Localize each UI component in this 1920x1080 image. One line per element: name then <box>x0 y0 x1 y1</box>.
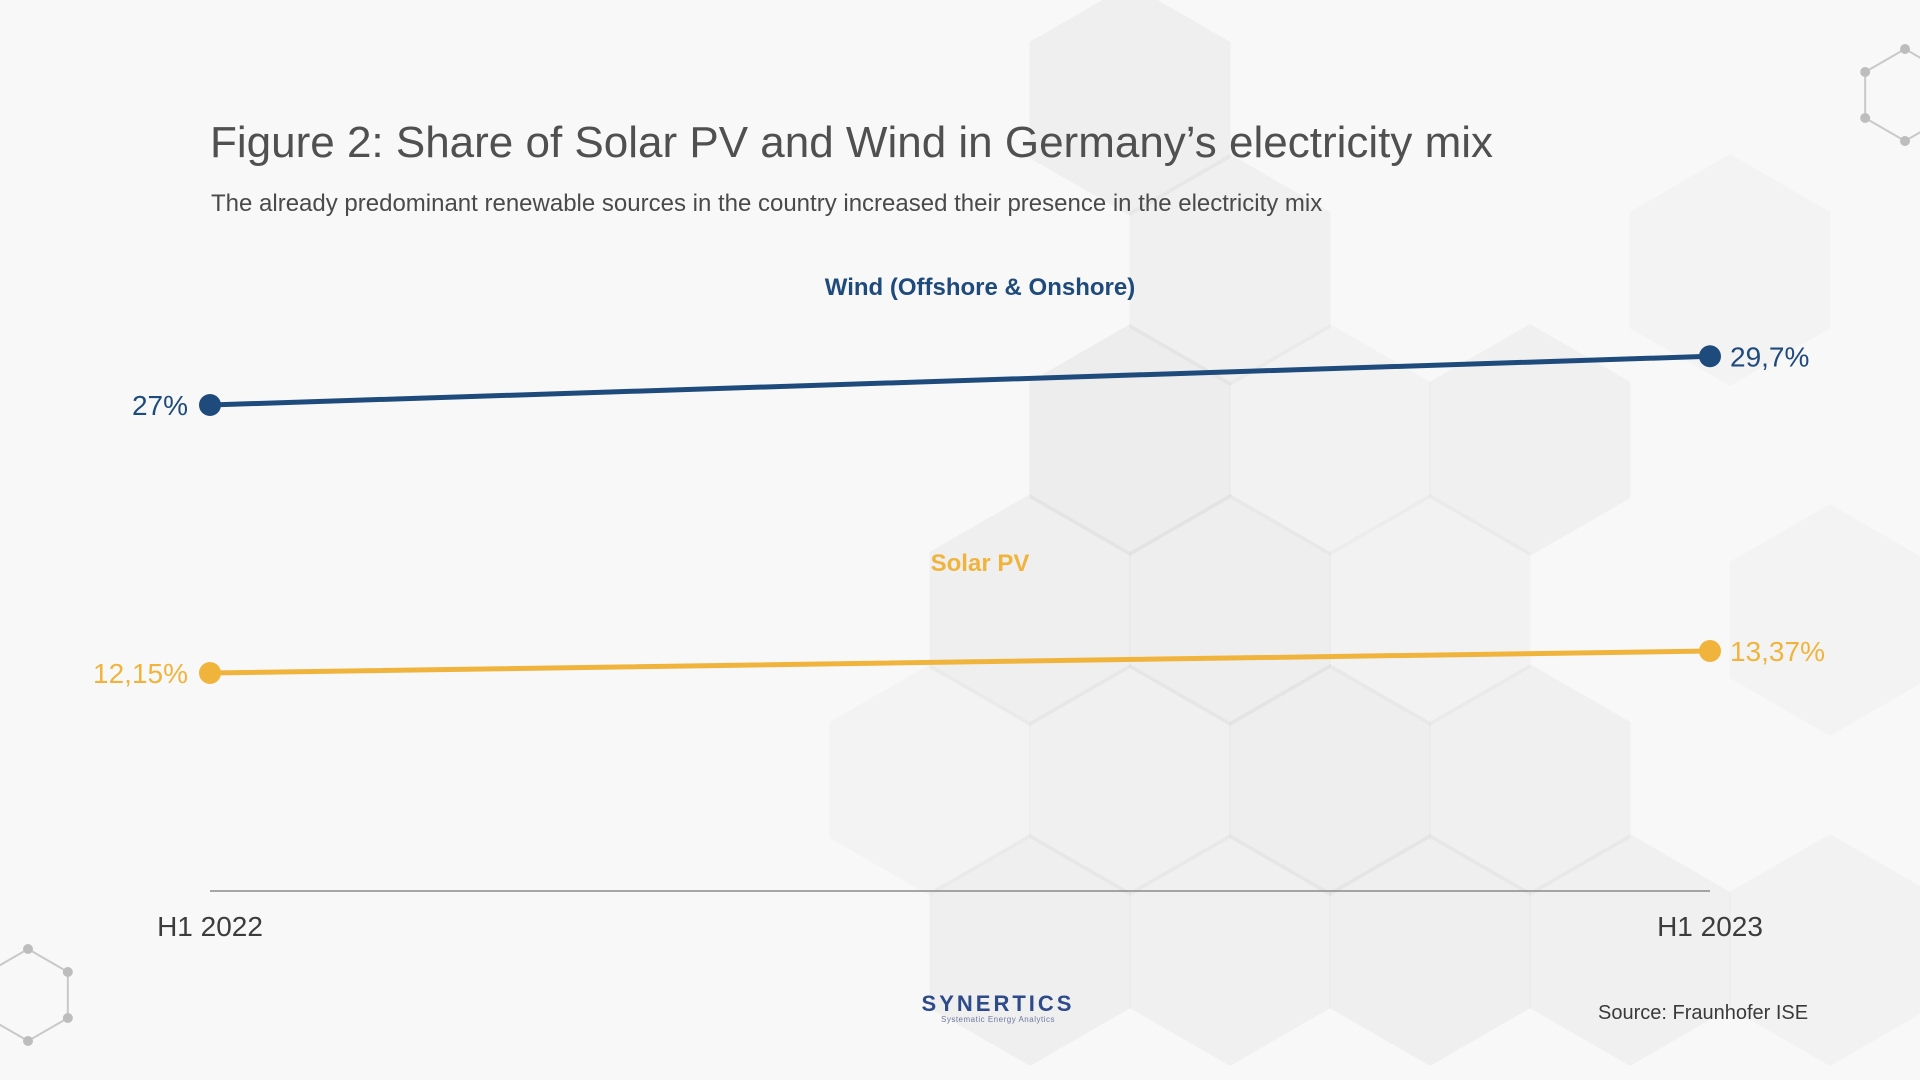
source-note: Source: Fraunhofer ISE <box>1598 1002 1809 1024</box>
data-point <box>199 394 221 416</box>
decorative-molecule-node <box>1860 67 1871 77</box>
logo-name: SYNERTICS <box>921 991 1075 1016</box>
data-label: 29,7% <box>1730 341 1809 372</box>
data-label: 13,37% <box>1730 636 1825 667</box>
synertics-logo: SYNERTICS Systematic Energy Analytics <box>912 993 1084 1025</box>
data-point <box>1699 345 1721 368</box>
decorative-molecule-node <box>1900 44 1910 54</box>
x-tick-label: H1 2023 <box>1657 911 1763 942</box>
data-label: 27% <box>132 390 188 421</box>
decorative-molecule-node <box>1900 136 1910 146</box>
data-label: 12,15% <box>93 658 188 689</box>
x-tick-label: H1 2022 <box>157 911 263 942</box>
decorative-molecule-node <box>62 967 73 977</box>
series-line <box>207 353 1713 408</box>
decorative-molecule-node <box>62 1013 73 1023</box>
logo-tagline: Systematic Energy Analytics <box>941 1015 1055 1024</box>
series-name-label: Wind (Offshore & Onshore) <box>825 274 1135 301</box>
background-hexagon <box>1129 494 1331 726</box>
decorative-molecule-node <box>23 1036 33 1046</box>
series-name-label: Solar PV <box>931 550 1030 577</box>
chart-title: Figure 2: Share of Solar PV and Wind in … <box>210 118 1494 167</box>
decorative-molecule-node <box>1860 113 1871 123</box>
background-hexagon <box>1229 664 1431 896</box>
background-hexagon <box>1029 324 1231 556</box>
series-line <box>207 648 1713 676</box>
chart-subtitle: The already predominant renewable source… <box>211 190 1323 217</box>
decorative-molecule-node <box>23 944 33 954</box>
data-point <box>1699 639 1721 662</box>
data-point <box>199 662 221 684</box>
